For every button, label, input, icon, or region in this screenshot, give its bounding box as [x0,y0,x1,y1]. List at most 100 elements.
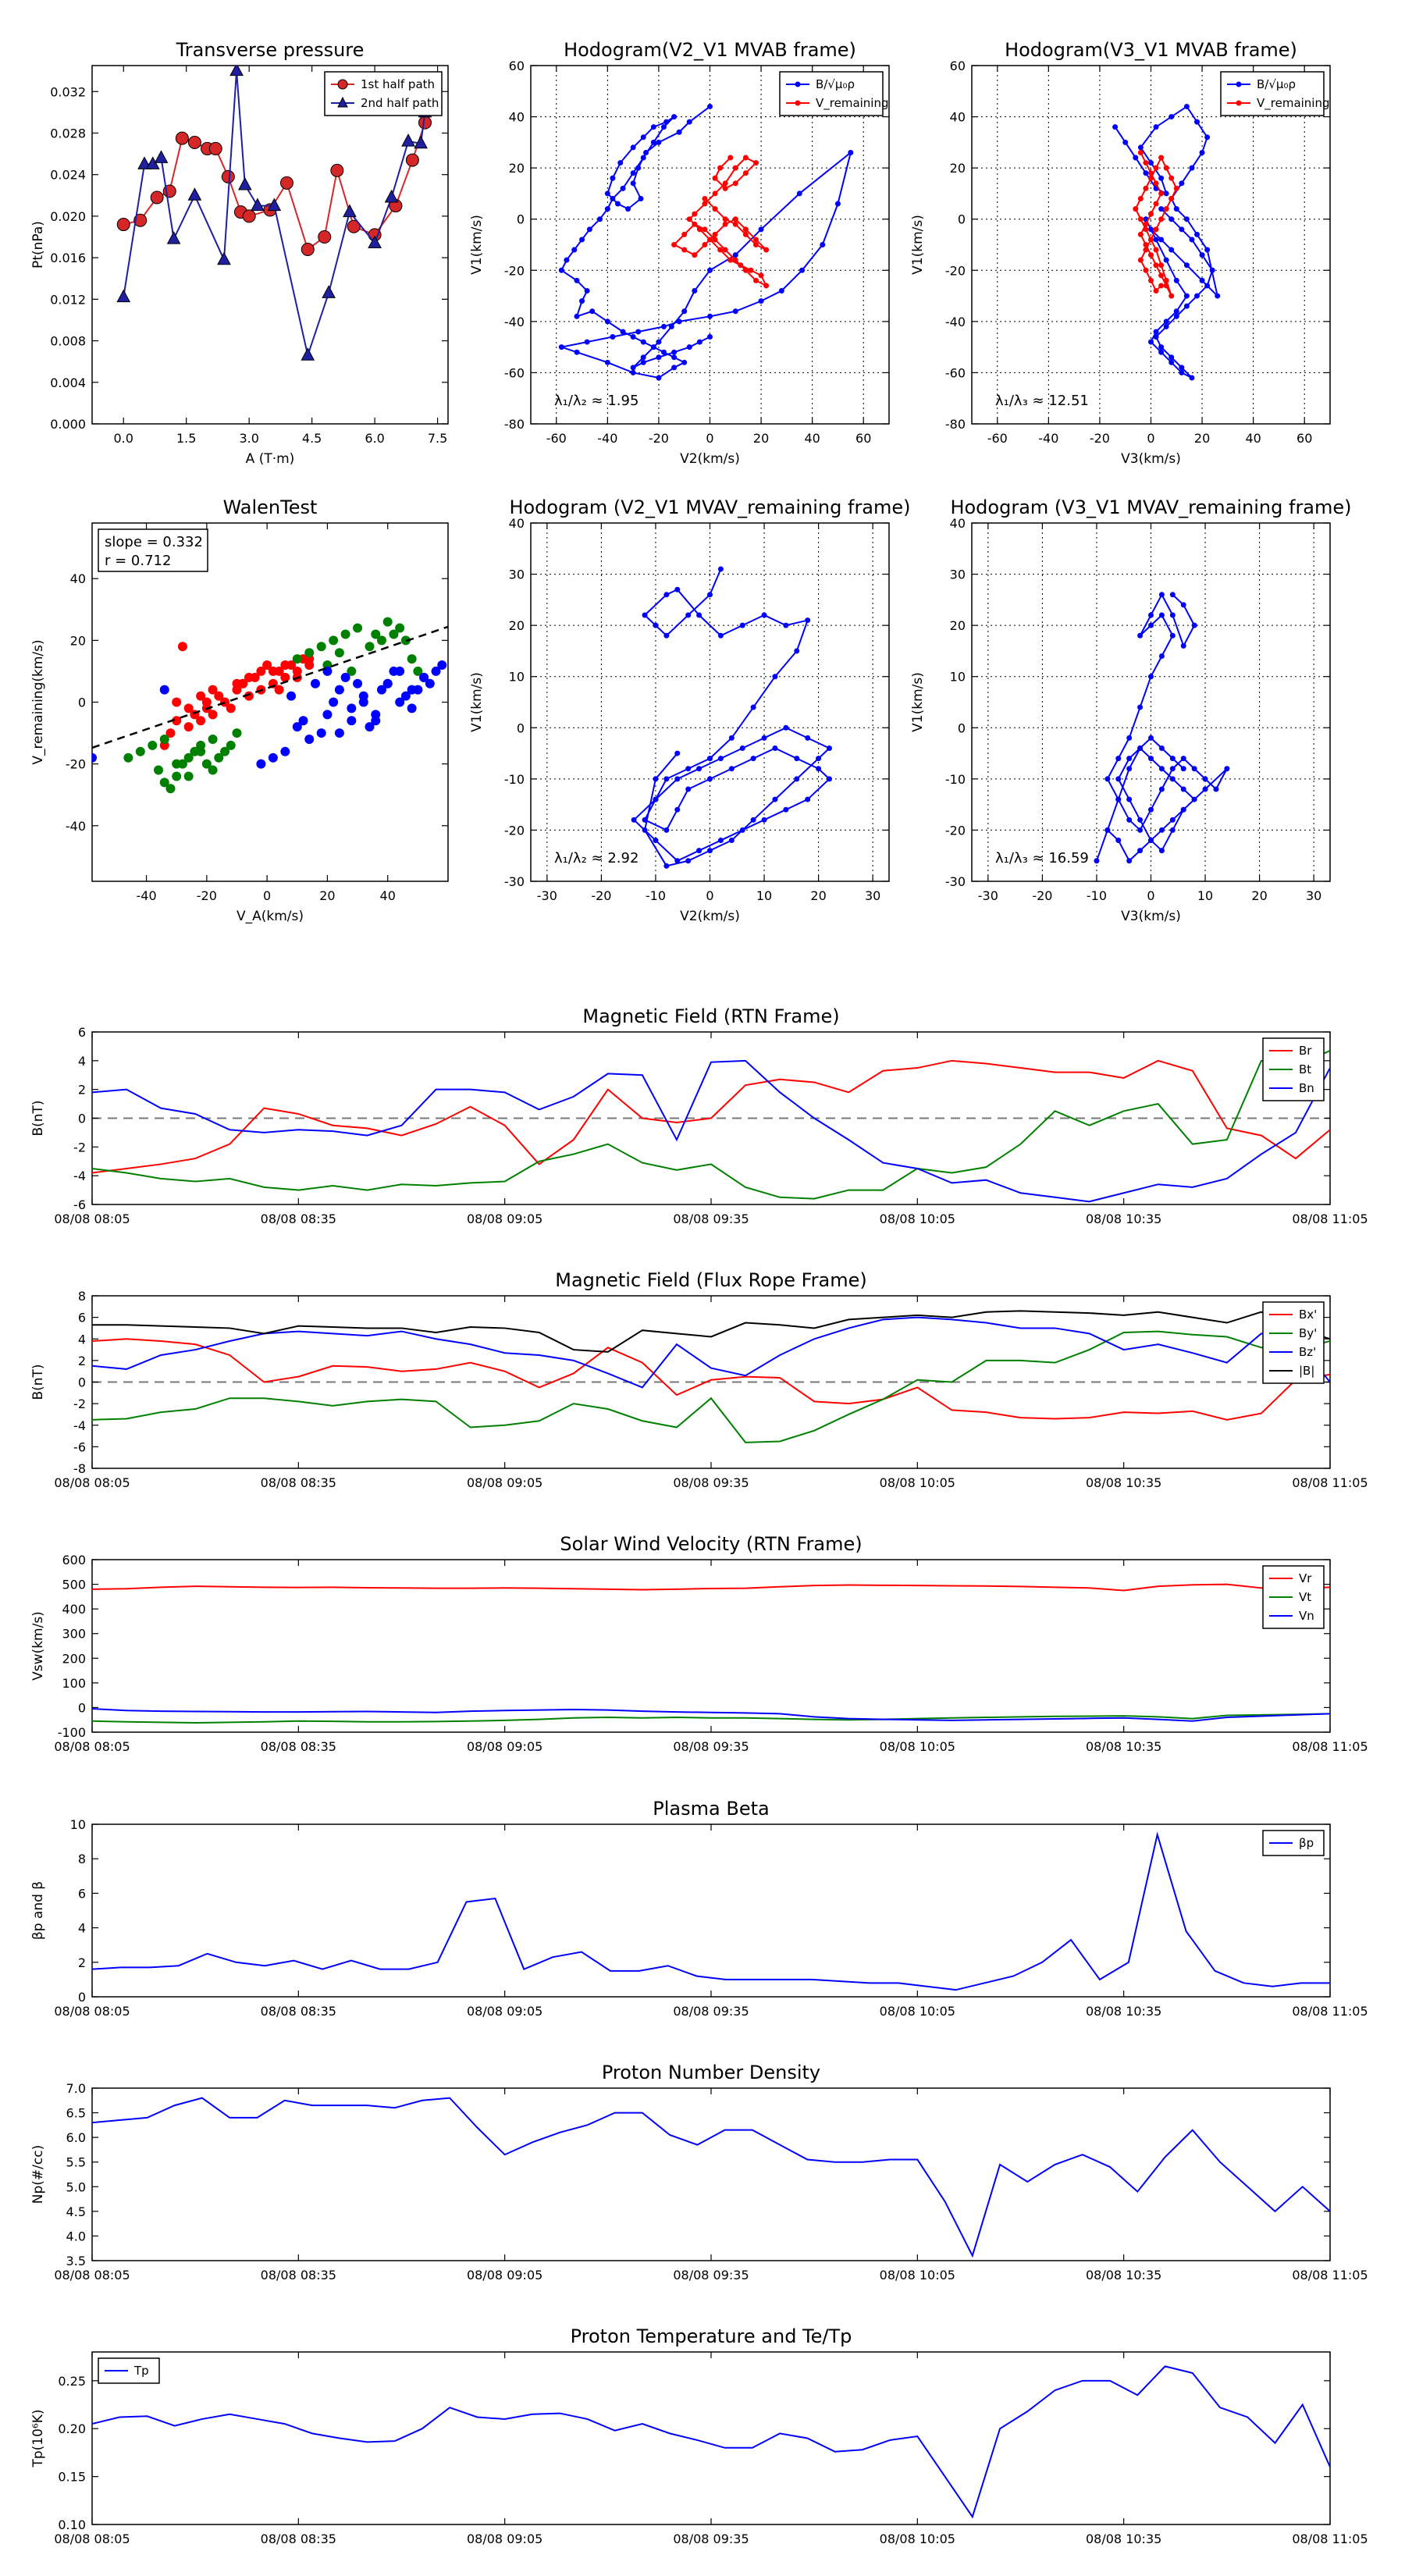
data-point [208,734,218,744]
data-point [653,796,659,802]
y-tick-label: 40 [70,571,86,586]
data-point [671,354,678,361]
y-axis-label: B(nT) [30,1100,46,1136]
data-point [732,221,738,227]
chart-title: Hodogram(V2_V1 MVAB frame) [564,39,856,61]
data-point [301,242,315,256]
data-point [1143,160,1149,166]
data-point [681,231,688,237]
data-point [1224,766,1230,772]
x-tick-label: 08/08 08:35 [261,2532,336,2546]
y-tick-label: -20 [66,757,86,772]
data-point [1199,277,1205,283]
plot-area [92,1831,1330,1991]
data-point [1191,796,1197,802]
data-point [1148,226,1154,233]
data-point [1179,226,1185,233]
data-point [1158,745,1165,752]
y-tick-label: 0 [78,1990,86,2005]
chart-title: Magnetic Field (Flux Rope Frame) [555,1269,866,1291]
x-tick-label: 6.0 [365,431,384,446]
data-point [334,685,344,695]
data-point [1191,622,1197,628]
data-point [1199,252,1205,258]
data-point [653,622,659,628]
series-line-0 [632,568,831,867]
data-point [1143,221,1149,227]
annotation-box [98,528,208,572]
plot-frame [91,2351,1331,2525]
data-point [732,252,738,258]
legend: B/√μ₀ρ V_remaining [779,71,889,116]
y-tick-label: 60 [509,59,525,73]
data-point [1104,776,1111,782]
data-point [671,242,678,247]
chart-hodo1: Hodogram(V2_V1 MVAB frame) -60 -40 -20 0 20 40… [469,39,890,467]
data-point [742,170,749,176]
y-tick-label: 10 [70,1817,86,1832]
y-tick-label: -2 [73,1140,86,1155]
x-tick-label: 08/08 09:35 [673,2268,749,2282]
data-point [159,685,169,695]
y-tick-label: -4 [73,1169,86,1183]
data-point [630,144,636,151]
y-tick-label: -8 [73,1461,86,1476]
y-tick-label: -60 [945,365,966,380]
data-point [738,262,744,269]
data-point [597,216,603,222]
data-point [653,776,659,782]
data-point [1148,175,1154,181]
legend-label: Bx' [1299,1308,1317,1322]
data-point [1148,277,1154,283]
data-point [1143,226,1149,233]
y-tick-label: 20 [950,161,966,176]
y-tick-label: 100 [62,1676,86,1691]
data-point [668,323,674,329]
legend-box [1220,71,1325,116]
data-point [707,103,713,109]
data-point [395,666,405,676]
x-tick-label: 08/08 10:35 [1086,2004,1161,2019]
data-point [165,728,176,738]
data-point [196,746,206,756]
data-point [1163,257,1169,263]
y-tick-label: 0.25 [58,2374,86,2389]
x-tick-label: 1.5 [176,431,196,446]
x-tick-label: 4.5 [302,431,322,446]
legend-label: Bt [1299,1062,1311,1076]
data-point [1163,283,1169,289]
data-point [238,678,248,688]
data-point [201,759,212,769]
data-point [696,612,702,618]
y-tick-label: 4.0 [66,2229,86,2243]
plot-frame [91,522,449,882]
x-tick-label: 60 [1297,431,1312,446]
data-point [347,219,361,233]
data-point [1173,308,1179,315]
data-point [183,771,194,781]
x-tick-label: -60 [987,431,1008,446]
data-point [712,237,718,243]
data-point [712,206,718,212]
y-tick-label: 2 [78,1354,86,1368]
data-point [1137,848,1144,854]
data-point [419,672,429,682]
x-tick-label: 20 [319,888,335,903]
data-point [395,697,405,707]
data-point [571,247,578,253]
series-line-3 [92,1310,1330,1353]
data-point [753,160,759,166]
data-point [376,685,386,695]
data-point [635,165,642,171]
data-point [116,289,131,303]
data-point [640,134,646,141]
series-line-2 [92,1059,1330,1203]
data-point [407,685,417,695]
data-point [778,288,784,294]
x-tick-label: 40 [380,888,396,903]
data-point [671,365,678,371]
data-point [1169,612,1176,618]
y-tick-label: 4 [78,1332,86,1347]
data-point [722,221,728,227]
data-point [1137,195,1144,201]
